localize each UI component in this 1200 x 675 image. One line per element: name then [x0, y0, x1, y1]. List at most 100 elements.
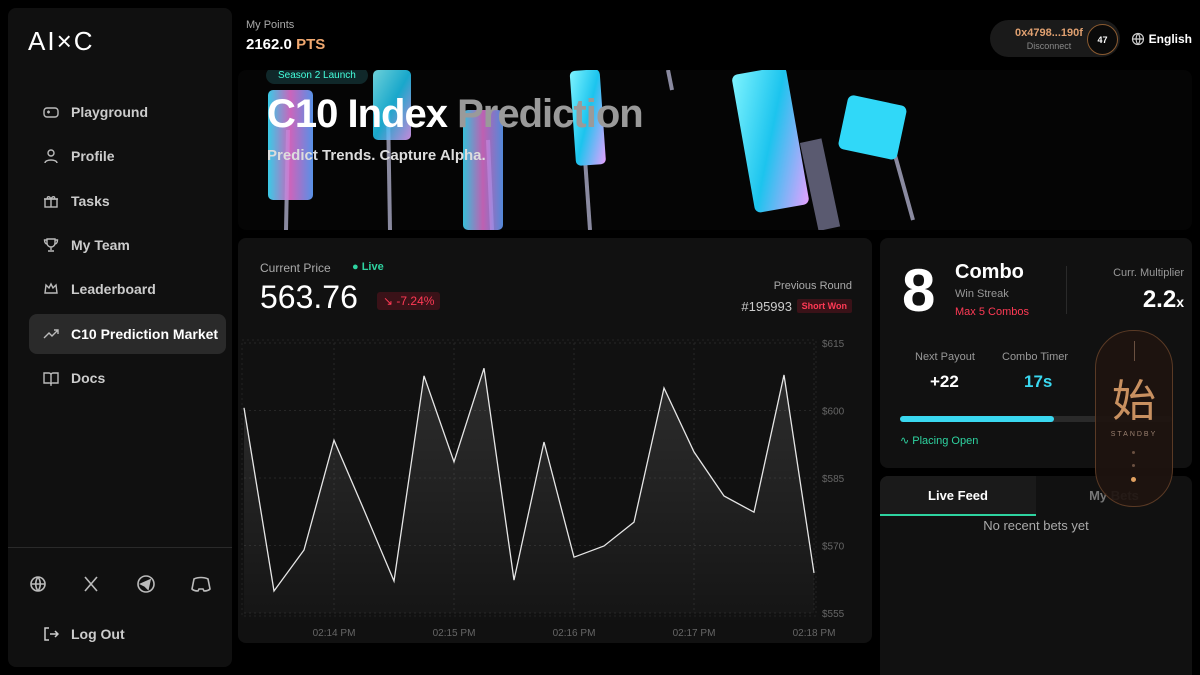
banner-subtitle: Predict Trends. Capture Alpha. [267, 147, 486, 164]
banner-art [268, 70, 915, 230]
nav-icon [44, 282, 58, 294]
banner-title-a: C10 Index [267, 92, 448, 136]
nav-label: Docs [71, 369, 106, 386]
y-tick-label: $615 [822, 339, 845, 350]
glyph: 始 [1112, 376, 1156, 427]
x-tick-label: 02:17 PM [673, 628, 716, 639]
nav-icon [43, 328, 59, 338]
payout: +22 [930, 372, 959, 391]
timer: 17s [1024, 372, 1053, 391]
points-value: 2162.0 [246, 36, 292, 53]
timer-track [900, 416, 1172, 422]
language-label: English [1148, 32, 1192, 46]
win-streak: Win Streak [955, 288, 1009, 300]
timer-fill [900, 416, 1054, 422]
logout-label: Log Out [71, 626, 125, 642]
separator [1066, 266, 1067, 314]
dot [1132, 451, 1135, 454]
combo: Combo [955, 261, 1024, 283]
max-combos: Max 5 Combos [955, 306, 1029, 318]
nav-item[interactable]: C10 Prediction Market [29, 313, 226, 354]
multiplier-unit: x [1176, 294, 1184, 310]
live: ● Live [352, 261, 384, 273]
y-tick-label: $585 [822, 474, 845, 485]
y-tick-label: $570 [822, 542, 845, 553]
wallet: 0x4798...190f [1015, 27, 1083, 39]
multiplier: 2.2x [1143, 286, 1184, 314]
nav-label: Leaderboard [71, 281, 156, 298]
price: 563.76 [260, 279, 358, 315]
nav-item[interactable]: Docs [29, 358, 226, 398]
globe-icon [1131, 32, 1144, 46]
telegram-icon[interactable] [137, 575, 155, 593]
divider [8, 547, 232, 548]
dot [1131, 477, 1136, 482]
x-tick-label: 02:15 PM [433, 628, 476, 639]
language[interactable]: English [1126, 24, 1192, 54]
points: 2162.0 PTS [246, 36, 325, 53]
level: 47 [1087, 24, 1118, 55]
nav-icon [44, 149, 58, 164]
nav-icon [43, 238, 59, 252]
round-result: Short Won [796, 299, 852, 313]
x-tick-label: 02:16 PM [553, 628, 596, 639]
live-label: Live [361, 261, 384, 273]
wallet-pill[interactable]: 0x4798...190f Disconnect 47 [990, 20, 1120, 57]
nav-item[interactable]: Playground [29, 92, 226, 132]
payout-label: Next Payout [915, 351, 975, 363]
x-tick-label: 02:18 PM [793, 628, 836, 639]
dot [1132, 464, 1135, 467]
nav-item[interactable]: Tasks [29, 181, 226, 221]
status-label: Placing Open [912, 435, 979, 447]
nav-label: Playground [71, 104, 149, 120]
nav-label: C10 Prediction Market [71, 325, 219, 342]
line [1134, 341, 1135, 361]
disconnect[interactable]: Disconnect [1026, 41, 1072, 51]
sidebar: AI×C Playground Profile Tasks My Team Leader… [8, 8, 232, 667]
plot-frame [241, 339, 817, 617]
multiplier-label: Curr. Multiplier [1113, 267, 1184, 279]
nav-icon [44, 195, 58, 208]
round: #195993 [741, 299, 792, 314]
multiplier-value: 2.2 [1142, 286, 1177, 313]
previous-label: Previous Round [773, 280, 852, 292]
logo[interactable]: AI×C [28, 26, 95, 56]
nav-label: My Team [71, 236, 130, 253]
feed-tab[interactable]: Live Feed [880, 476, 1036, 516]
line [243, 368, 815, 593]
logout-icon [44, 627, 59, 641]
timer-label: Combo Timer [1002, 351, 1069, 363]
logout[interactable]: Log Out [29, 614, 226, 654]
points-label: My Points [246, 19, 295, 31]
feed-panel: Live Feed My Bets No recent bets yet [880, 476, 1192, 675]
y-tick-label: $555 [822, 609, 845, 620]
social-icons [30, 575, 211, 593]
nav-label: Tasks [71, 192, 110, 209]
status: ∿ Placing Open [900, 435, 979, 447]
nav-item[interactable]: Leaderboard [29, 269, 226, 309]
standby-widget[interactable]: 始 STANDBY [1095, 330, 1173, 507]
standby: STANDBY [1110, 431, 1158, 438]
nav-item[interactable]: Profile [29, 136, 226, 176]
price-label: Current Price [260, 261, 331, 275]
banner-tag: Season 2 Launch [266, 70, 368, 84]
banner: Season 2 Launch C10 Index Prediction Pre… [238, 70, 1192, 230]
price-chart: $615 $600 $585 $570 $555 02:14 PM 02:15 PM 02:1… [241, 339, 845, 639]
banner-title: C10 Index Prediction [267, 92, 644, 137]
x-tick-label: 02:14 PM [313, 628, 356, 639]
nav-item[interactable]: My Team [29, 225, 226, 265]
nav-icon [43, 107, 59, 118]
feed-empty: No recent bets yet [983, 518, 1089, 533]
y-tick-label: $600 [822, 407, 845, 418]
change-badge: ↘ -7.24% [377, 292, 441, 310]
x-icon[interactable] [84, 576, 98, 592]
nav-label: Profile [71, 148, 115, 165]
discord-icon[interactable] [191, 576, 211, 592]
banner-title-b: Prediction [457, 92, 644, 136]
streak: 8 [902, 257, 936, 324]
points-unit: PTS [296, 36, 326, 53]
nav-icon [43, 372, 59, 386]
change: -7.24% [396, 294, 435, 308]
area [244, 368, 814, 613]
